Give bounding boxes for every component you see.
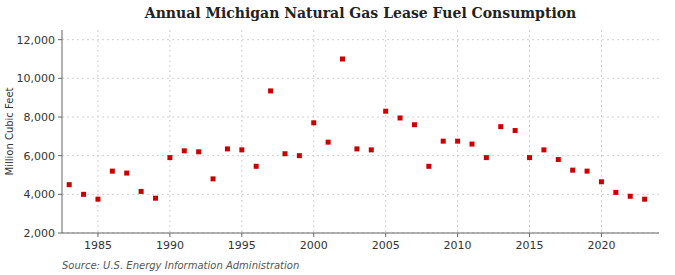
point: [613, 190, 618, 195]
point: [297, 153, 302, 158]
point: [354, 146, 359, 151]
x-tick-label: 1985: [84, 239, 112, 252]
x-tick-label: 2000: [300, 239, 328, 252]
point: [513, 128, 518, 133]
x-tick: [601, 233, 602, 237]
x-grid-line: [457, 30, 458, 233]
point: [570, 168, 575, 173]
title: Annual Michigan Natural Gas Lease Fuel C…: [144, 5, 576, 21]
y-tick-label: 12,000: [17, 34, 56, 47]
x-grid-line: [169, 30, 170, 233]
point: [541, 147, 546, 152]
x-tick-label: 2010: [444, 239, 472, 252]
x-tick: [385, 233, 386, 237]
y-tick: [58, 117, 62, 118]
point: [196, 149, 201, 154]
point: [268, 88, 273, 93]
point: [628, 194, 633, 199]
chart: 2,000 4,000 6,000 8,000 10,000 12,000 1985 1990…: [0, 0, 675, 275]
x-tick-label: 2005: [372, 239, 400, 252]
x-tick: [457, 233, 458, 237]
point: [282, 151, 287, 156]
y-axis-label: Million Cubic Feet: [4, 87, 15, 175]
y-tick: [58, 155, 62, 156]
point: [585, 169, 590, 174]
x-axis-line: [62, 233, 659, 234]
point: [182, 148, 187, 153]
x-grid-line: [529, 30, 530, 233]
x-tick-label: 1990: [156, 239, 184, 252]
x-tick: [313, 233, 314, 237]
point: [110, 169, 115, 174]
x-grid-line: [601, 30, 602, 233]
y-grid-line: [62, 78, 659, 79]
y-tick-label: 4,000: [24, 188, 56, 201]
source: Source: U.S. Energy Information Administ…: [62, 260, 299, 271]
point: [153, 196, 158, 201]
y-tick: [58, 194, 62, 195]
point: [484, 155, 489, 160]
point: [441, 139, 446, 144]
point: [498, 124, 503, 129]
point: [124, 171, 129, 176]
point: [225, 146, 230, 151]
y-tick-label: 6,000: [24, 150, 56, 163]
point: [455, 139, 460, 144]
x-grid-line: [313, 30, 314, 233]
point: [469, 142, 474, 147]
x-grid-line: [97, 30, 98, 233]
point: [239, 147, 244, 152]
point: [642, 197, 647, 202]
points: [67, 57, 647, 202]
y-tick-label: 10,000: [17, 72, 56, 85]
x-tick: [97, 233, 98, 237]
y-grid-line: [62, 194, 659, 195]
y-tick: [58, 39, 62, 40]
y-grid-line: [62, 155, 659, 156]
point: [139, 189, 144, 194]
x-tick: [169, 233, 170, 237]
point: [311, 120, 316, 125]
point: [369, 147, 374, 152]
point: [254, 164, 259, 169]
x-tick: [529, 233, 530, 237]
y-tick: [58, 233, 62, 234]
grid: [62, 30, 659, 233]
y-axis-line: [62, 30, 63, 233]
y-tick-label: 8,000: [24, 111, 56, 124]
y-tick: [58, 78, 62, 79]
x-tick-label: 1995: [228, 239, 256, 252]
x-grid-line: [241, 30, 242, 233]
y-grid-line: [62, 233, 659, 234]
point: [340, 57, 345, 62]
x-grid-line: [385, 30, 386, 233]
y-tick-label: 2,000: [24, 227, 56, 240]
point: [556, 157, 561, 162]
y-grid-line: [62, 39, 659, 40]
point: [211, 176, 216, 181]
point: [167, 155, 172, 160]
point: [398, 115, 403, 120]
point: [81, 192, 86, 197]
point: [383, 109, 388, 114]
point: [326, 140, 331, 145]
point: [412, 122, 417, 127]
point: [426, 164, 431, 169]
y-grid-line: [62, 117, 659, 118]
x-tick-label: 2015: [516, 239, 544, 252]
point: [527, 155, 532, 160]
x-tick: [241, 233, 242, 237]
point: [95, 197, 100, 202]
point: [599, 179, 604, 184]
point: [67, 182, 72, 187]
x-tick-label: 2020: [587, 239, 615, 252]
